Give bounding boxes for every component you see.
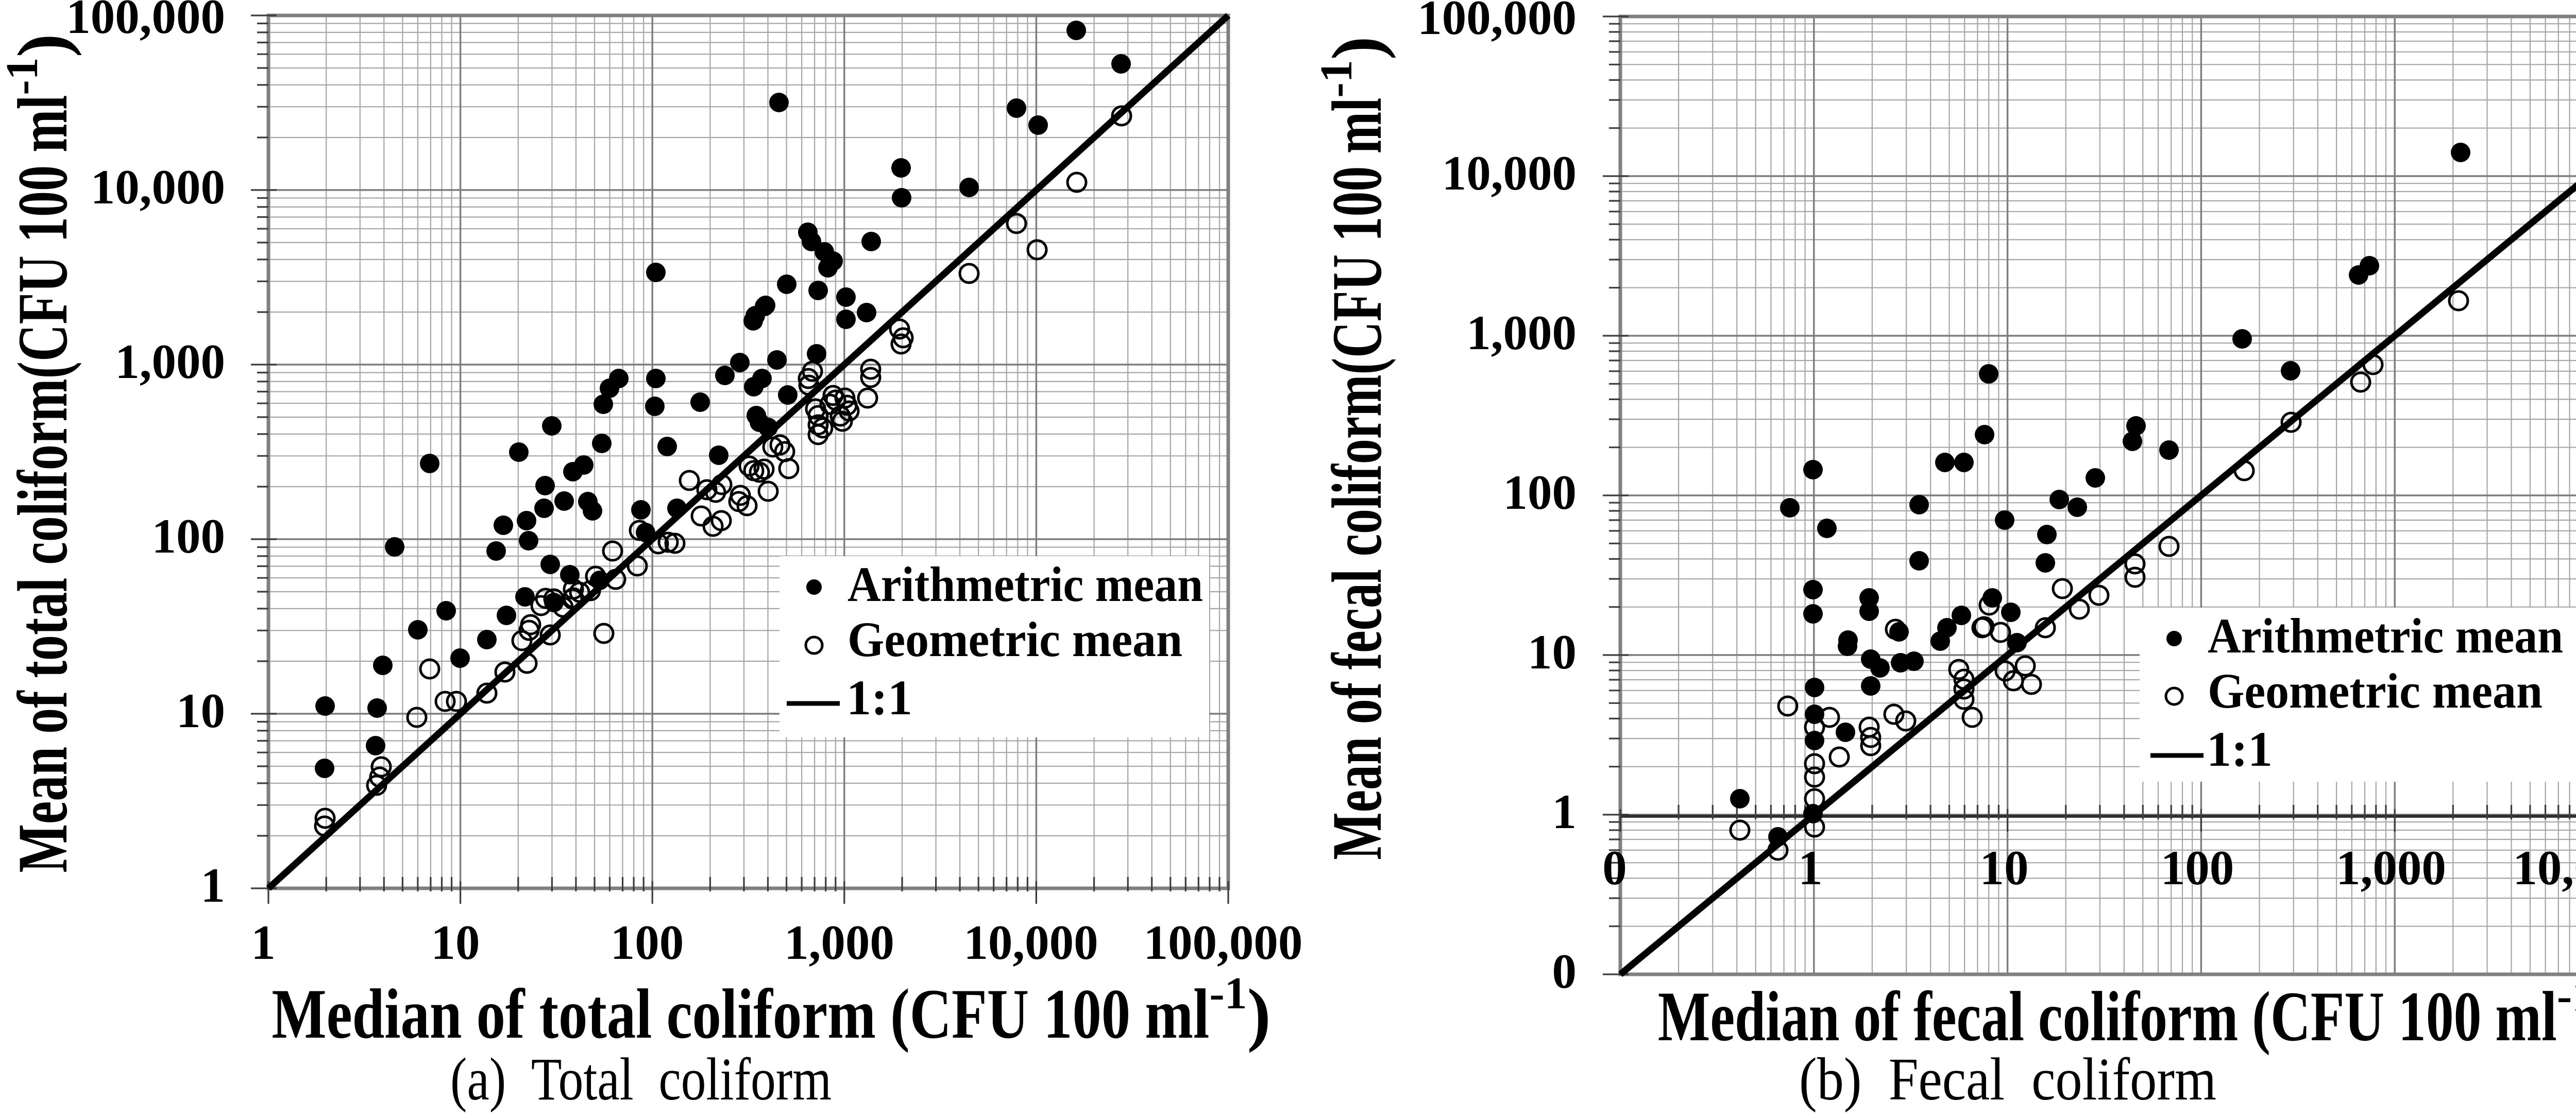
svg-text:1,000: 1,000: [784, 915, 894, 970]
svg-text:1: 1: [201, 858, 226, 913]
svg-text:10: 10: [176, 683, 225, 738]
svg-text:Median of fecal coliform (CFU: Median of fecal coliform (CFU 100 ml-1): [1658, 971, 2576, 1055]
svg-text:Geometric mean: Geometric mean: [2208, 663, 2543, 718]
svg-text:1,000: 1,000: [2336, 840, 2446, 895]
svg-text:Geometric mean: Geometric mean: [848, 612, 1182, 667]
svg-text:10,000: 10,000: [1442, 146, 1577, 200]
svg-text:10,000: 10,000: [2513, 840, 2576, 895]
svg-text:1: 1: [1552, 784, 1577, 839]
svg-text:Mean of total coliform(CFU 100: Mean of total coliform(CFU 100 ml-1): [0, 33, 82, 872]
svg-text:Arithmetric mean: Arithmetric mean: [848, 557, 1203, 612]
svg-text:100: 100: [1503, 465, 1577, 520]
svg-text:0: 0: [1552, 944, 1577, 999]
svg-text:100: 100: [152, 509, 226, 563]
svg-text:10: 10: [431, 915, 480, 970]
svg-text:10: 10: [1528, 625, 1577, 679]
svg-text:1:1: 1:1: [2207, 721, 2273, 777]
svg-text:Arithmetric mean: Arithmetric mean: [2208, 608, 2563, 663]
svg-text:(a) Total coliform: (a) Total coliform: [450, 1045, 832, 1113]
svg-text:10,000: 10,000: [963, 915, 1098, 970]
svg-text:100,000: 100,000: [66, 0, 225, 44]
svg-text:0: 0: [1602, 840, 1627, 895]
svg-text:1,000: 1,000: [1466, 305, 1577, 360]
svg-text:100: 100: [2161, 840, 2234, 895]
svg-text:1: 1: [251, 915, 276, 970]
svg-text:1,000: 1,000: [115, 334, 225, 389]
svg-text:(b) Fecal coliform: (b) Fecal coliform: [1799, 1045, 2216, 1113]
svg-text:100,000: 100,000: [1417, 0, 1577, 45]
svg-text:Median of total coliform (CFU: Median of total coliform (CFU 100 ml-1): [272, 969, 1270, 1053]
svg-text:10: 10: [1980, 840, 2029, 895]
svg-text:100,000: 100,000: [1144, 915, 1303, 970]
svg-text:1: 1: [1798, 840, 1823, 895]
svg-text:100: 100: [611, 915, 684, 970]
svg-text:10,000: 10,000: [91, 160, 225, 214]
svg-text:1:1: 1:1: [846, 670, 912, 725]
svg-text:Mean of fecal coliform(CFU 100: Mean of fecal coliform(CFU 100 ml-1): [1312, 36, 1396, 859]
